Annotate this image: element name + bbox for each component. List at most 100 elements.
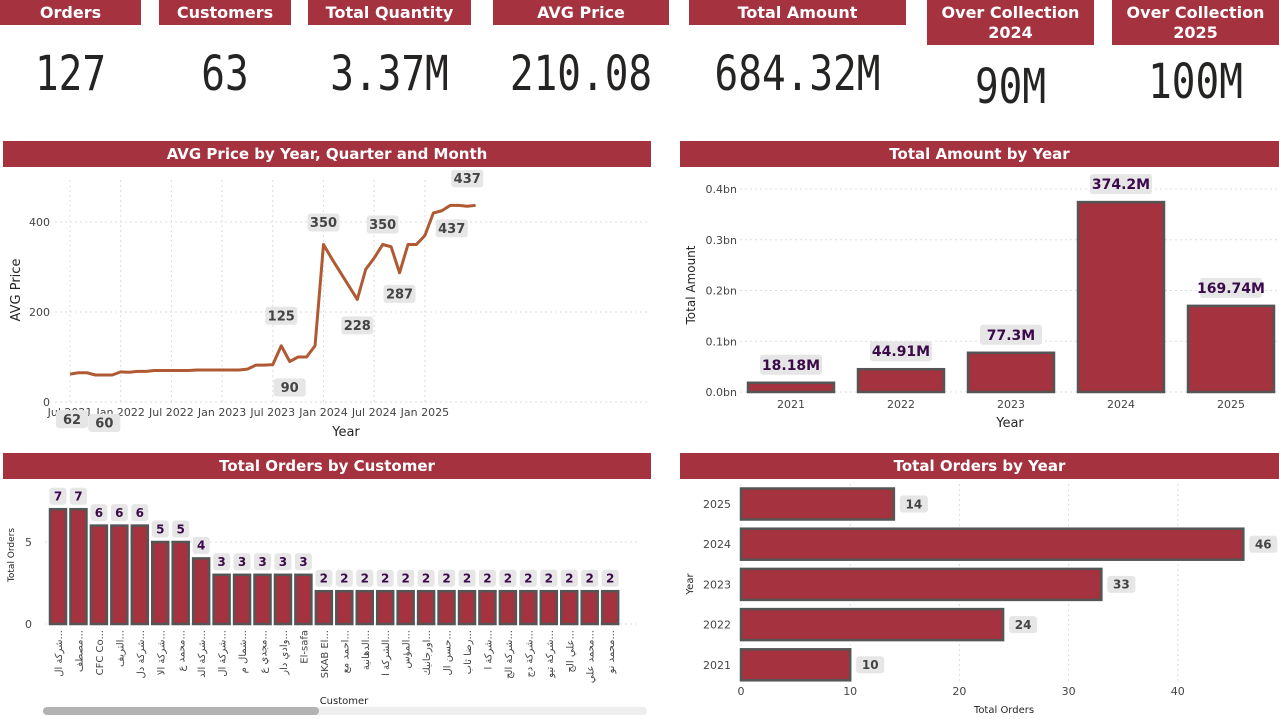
- data-label-bg: [760, 354, 822, 375]
- horizontal-scrollbar-thumb[interactable]: [43, 707, 319, 715]
- amount-bar: [1076, 200, 1166, 394]
- orders-by-customer-chart-title: Total Orders by Customer: [3, 453, 651, 479]
- data-label: 350: [310, 216, 337, 231]
- data-label: 33: [1113, 578, 1130, 592]
- x-tick-label: 30: [1062, 685, 1076, 698]
- y-tick-label: 2025: [703, 498, 731, 511]
- x-tick-label: شركة الج...: [504, 630, 515, 679]
- x-tick-label: CFC Co...: [95, 630, 106, 675]
- data-label-bg: [438, 569, 456, 587]
- data-label-bg: [69, 487, 87, 505]
- data-label-bg: [856, 656, 885, 674]
- data-label-bg: [1200, 277, 1262, 298]
- y-tick-label: 0.4bn: [706, 183, 737, 196]
- x-tick-label: 2022: [887, 398, 915, 411]
- x-tick-label: علي الج...: [565, 630, 576, 673]
- x-tick-label: El-safa: [299, 630, 310, 664]
- data-label-bg: [499, 569, 517, 587]
- data-label: 2: [606, 572, 614, 586]
- total-amount-bar-chart[interactable]: 0.0bn 0.1bn 0.2bn 0.3bn 0.4bn Total Amount Yea…: [678, 170, 1279, 445]
- kpi-avg-price-title: AVG Price: [493, 0, 669, 25]
- customer-bar: [519, 589, 538, 626]
- customer-bar: [457, 589, 477, 626]
- data-label: 60: [95, 417, 113, 432]
- x-tick-label: SKAB El...: [320, 630, 331, 678]
- data-label: 6: [136, 506, 144, 520]
- x-tick-label: الشركة ا...: [381, 630, 392, 676]
- y-tick-label: 2023: [703, 578, 731, 591]
- data-label-bg: [192, 536, 210, 554]
- data-label: 5: [156, 522, 164, 536]
- x-tick-label: المؤس...: [402, 630, 413, 669]
- x-tick-label: Jul 2022: [148, 406, 194, 419]
- x-tick-label: 2024: [1107, 398, 1135, 411]
- data-label: 6: [115, 506, 123, 520]
- data-label-bg: [540, 569, 558, 587]
- orders-by-customer-bar-chart[interactable]: 0 5 Total Orders Customer 7 شركة ال... 7 مصطف..…: [0, 480, 660, 719]
- year-bar: [739, 487, 896, 521]
- x-tick-label: Jul 2023: [249, 406, 295, 419]
- data-label-bg: [1009, 616, 1038, 634]
- customer-bar: [580, 589, 599, 626]
- x-tick-label: شمال م...: [238, 630, 249, 673]
- amount-bar: [1186, 304, 1276, 394]
- customer-bar: [232, 573, 252, 626]
- data-label: 62: [63, 413, 81, 428]
- x-tick-label: وادي دار...: [279, 630, 290, 676]
- x-axis-title: Year: [995, 416, 1024, 431]
- data-label-bg: [458, 569, 476, 587]
- y-axis-title: Total Orders: [7, 528, 17, 583]
- data-label-bg: [356, 569, 374, 587]
- data-label: 7: [74, 490, 82, 504]
- customer-bar: [416, 589, 436, 626]
- data-label-bg: [294, 553, 312, 571]
- customer-bar: [48, 507, 68, 626]
- x-tick-label: Jul 2024: [351, 406, 397, 419]
- data-label-bg: [131, 504, 149, 522]
- customer-bar: [171, 540, 190, 626]
- data-label: 2: [422, 572, 430, 586]
- data-label: 437: [438, 222, 465, 237]
- x-tick-label: رضا ثاب...: [463, 630, 474, 674]
- y-tick-label: 0.2bn: [706, 285, 737, 298]
- x-tick-label: الدهانية...: [361, 630, 372, 670]
- data-label-bg: [265, 306, 298, 325]
- avg-price-series-line: [69, 203, 476, 377]
- orders-by-year-bar-chart[interactable]: 0 10 20 30 40 Total Orders Year 2025 14 2024 46 202…: [678, 480, 1279, 719]
- year-bar: [739, 567, 1103, 602]
- kpi-over-collection-2024-value: 90M: [974, 59, 1047, 115]
- data-label: 3: [217, 555, 225, 569]
- data-label: 125: [268, 309, 295, 324]
- data-label: 3: [279, 555, 287, 569]
- data-label: 6: [95, 506, 103, 520]
- customer-bar: [294, 573, 313, 626]
- data-label: 77.3M: [987, 328, 1035, 344]
- customer-bar: [478, 589, 497, 626]
- customer-bar: [375, 589, 395, 626]
- data-label-bg: [110, 504, 128, 522]
- data-label: 3: [238, 555, 246, 569]
- x-tick-label: محمد نو...: [606, 630, 617, 675]
- kpi-total-amount-value: 684.32M: [714, 46, 881, 102]
- y-tick-label: 2021: [703, 659, 731, 672]
- kpi-customers-value: 63: [201, 46, 249, 102]
- data-label: 10: [862, 658, 879, 672]
- data-label-bg: [560, 569, 578, 587]
- customer-bar: [253, 573, 272, 626]
- x-tick-label: احمد مع...: [340, 630, 351, 673]
- data-label-bg: [478, 569, 496, 587]
- amount-bar: [856, 367, 946, 394]
- data-label: 46: [1255, 538, 1272, 552]
- data-label: 2: [524, 572, 532, 586]
- kpi-total-quantity-value: 3.37M: [330, 46, 449, 102]
- x-tick-label: 40: [1171, 685, 1185, 698]
- data-label-bg: [601, 569, 619, 587]
- data-label-bg: [56, 410, 88, 429]
- x-tick-label: حسن ال...: [443, 630, 454, 675]
- data-label-bg: [435, 219, 468, 238]
- data-label-bg: [151, 520, 169, 538]
- customer-bar: [560, 589, 579, 626]
- customer-bar: [314, 589, 334, 626]
- data-label-bg: [1107, 575, 1136, 593]
